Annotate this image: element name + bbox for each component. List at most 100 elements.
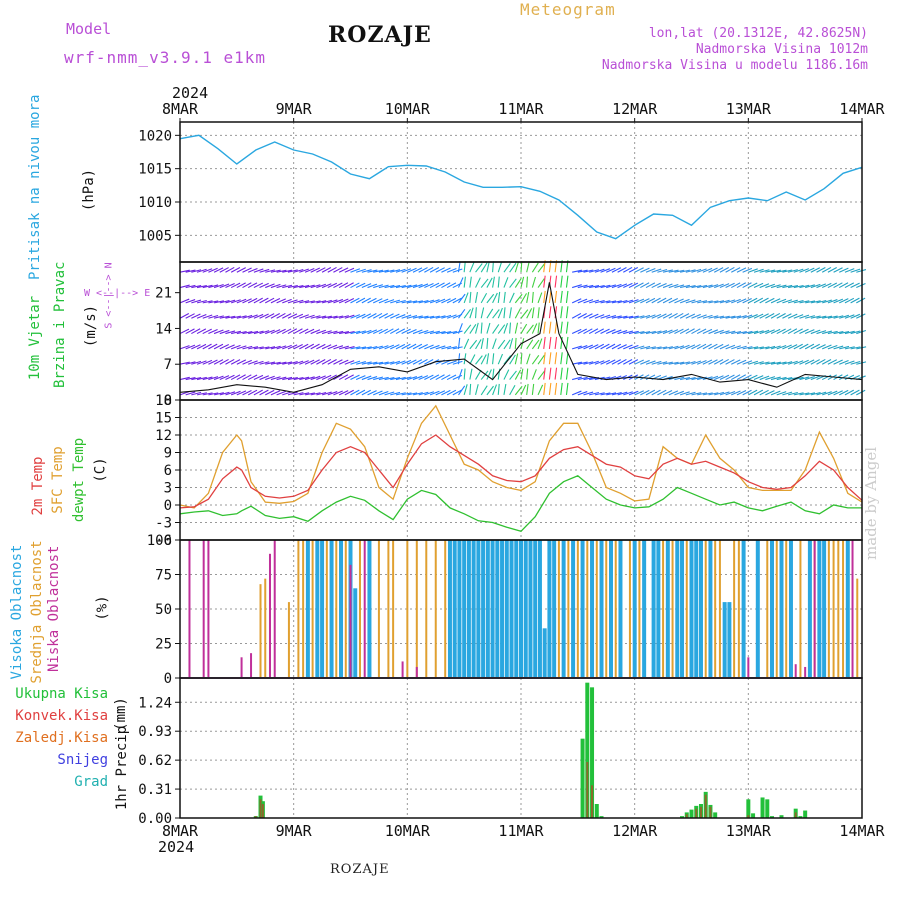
wind-arrow [514, 337, 517, 349]
wind-arrow [742, 389, 752, 396]
cloud-bar-high [329, 540, 334, 677]
wind-arrow [293, 313, 304, 319]
wind-arrow [196, 343, 207, 350]
wind-arrow [378, 298, 389, 304]
wind-arrow [748, 282, 758, 289]
wind-arrow [662, 283, 673, 289]
wind-arrow [242, 282, 252, 289]
wind-arrow [248, 346, 259, 350]
wind-arrow [185, 344, 196, 350]
wind-arrow [770, 312, 781, 319]
wind-arrow [697, 268, 707, 273]
cloud-bar-low [363, 540, 366, 677]
wind-arrow [441, 267, 451, 273]
wind-arrow [321, 391, 332, 396]
wind-arrow [748, 374, 758, 381]
wind-arrow [367, 313, 377, 319]
wind-arrow [270, 269, 281, 273]
wind-arrow [787, 360, 798, 365]
wind-arrow [293, 376, 304, 381]
wind-arrow [338, 298, 349, 304]
wind-arrow [492, 384, 498, 396]
cloud-bar-high [490, 540, 495, 677]
wind-arrow [265, 269, 276, 273]
precip-bar-total [760, 797, 765, 818]
wind-arrow [407, 284, 418, 289]
y-tick-label: 0.62 [138, 753, 172, 769]
wind-arrow [548, 367, 552, 380]
wind-arrow [793, 300, 804, 304]
wind-arrow [662, 313, 673, 319]
wind-arrow [799, 359, 809, 365]
cloud-bar-mid [377, 540, 380, 677]
wind-arrow [628, 390, 639, 396]
wind-arrow [640, 345, 651, 350]
wind-arrow [213, 315, 224, 319]
wind-arrow [458, 293, 466, 304]
wind-arrow [463, 276, 466, 288]
wind-arrow [299, 284, 310, 289]
wind-arrow [395, 284, 406, 289]
wind-arrow [333, 315, 344, 319]
wind-arrow [719, 266, 729, 273]
wind-arrow [804, 267, 815, 273]
wind-arrow [390, 360, 401, 365]
wind-arrow [276, 269, 287, 273]
wind-arrow [474, 322, 479, 334]
cloud-bar-mid [576, 540, 579, 677]
wind-arrow [361, 346, 372, 350]
wind-arrow [651, 330, 662, 335]
wind-arrow [287, 377, 298, 381]
wind-arrow [435, 267, 445, 273]
wind-arrow [418, 300, 429, 304]
wind-arrow [572, 269, 583, 273]
cloud-bar-high [822, 540, 827, 677]
wind-arrow [634, 345, 645, 350]
wind-arrow [418, 344, 428, 350]
wind-arrow [702, 376, 713, 381]
wind-arrow [424, 266, 434, 273]
wind-arrow [492, 353, 495, 365]
cloud-bar-high [533, 540, 538, 677]
time-tick-top: 12MAR [612, 100, 658, 118]
wind-arrow [697, 300, 708, 304]
wind-arrow [725, 359, 735, 365]
wind-arrow [390, 344, 400, 350]
cloud-bar-mid [425, 540, 428, 677]
wind-arrow [577, 284, 588, 289]
wind-arrow [486, 277, 493, 288]
y-tick-label: 75 [155, 568, 172, 584]
model-name: wrf-nmm_v3.9.1 e1km [64, 48, 267, 67]
wind-arrow [412, 329, 423, 335]
wind-arrow [446, 374, 457, 381]
wind-arrow [253, 268, 264, 273]
wind-arrow [282, 376, 293, 381]
wind-arrow [509, 292, 515, 304]
wind-arrow [196, 284, 207, 289]
wind-arrow [640, 331, 651, 335]
cloud-bar-mid [595, 540, 598, 677]
wind-arrow [560, 290, 563, 303]
cloud-bar-high [807, 540, 812, 677]
wind-arrow [469, 368, 473, 380]
wind-arrow [776, 284, 787, 289]
wind-arrow [645, 346, 656, 350]
wind-arrow [350, 389, 360, 396]
wind-arrow [696, 360, 707, 365]
wind-arrow [748, 314, 758, 319]
wind-arrow [617, 391, 628, 396]
wind-arrow [401, 268, 412, 273]
wind-arrow [350, 268, 361, 273]
wind-arrow [230, 344, 241, 350]
cloud-bar-mid [638, 540, 641, 677]
wind-arrow [548, 382, 552, 395]
wind-arrow [725, 266, 735, 273]
wind-arrow [765, 390, 775, 396]
wind-arrow [321, 299, 332, 304]
wind-arrow [265, 346, 276, 350]
wind-arrow [765, 313, 775, 319]
wind-arrow [611, 343, 622, 350]
wind-arrow [412, 300, 423, 304]
wind-arrow [748, 297, 758, 304]
wind-arrow [367, 376, 378, 381]
